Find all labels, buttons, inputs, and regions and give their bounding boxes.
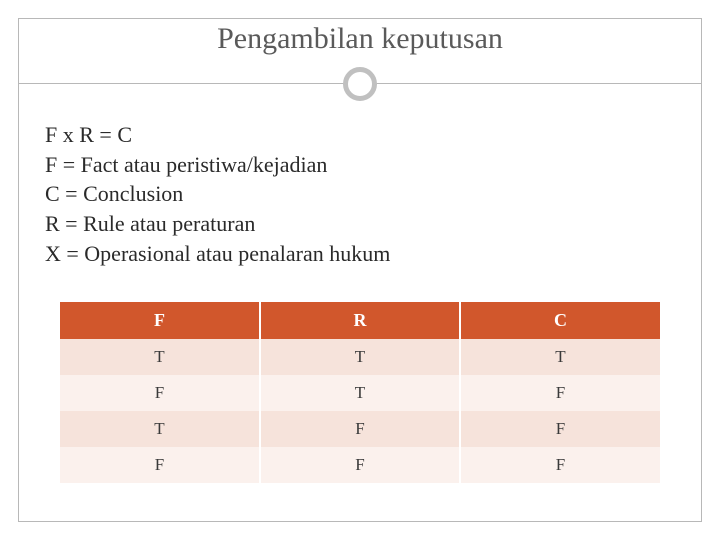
col-header-f: F: [60, 302, 260, 339]
table-header-row: F R C: [60, 302, 660, 339]
table-row: T F F: [60, 411, 660, 447]
col-header-c: C: [460, 302, 660, 339]
content-area: F x R = C F = Fact atau peristiwa/kejadi…: [45, 120, 675, 268]
cell: T: [260, 339, 460, 375]
table-row: F F F: [60, 447, 660, 483]
cell: T: [460, 339, 660, 375]
cell: F: [260, 411, 460, 447]
cell: F: [260, 447, 460, 483]
definition-r: R = Rule atau peraturan: [45, 209, 675, 239]
slide-frame: Pengambilan keputusan F x R = C F = Fact…: [0, 0, 720, 540]
definition-x: X = Operasional atau penalaran hukum: [45, 239, 675, 269]
definition-f: F = Fact atau peristiwa/kejadian: [45, 150, 675, 180]
cell: T: [260, 375, 460, 411]
slide-title: Pengambilan keputusan: [0, 22, 720, 56]
cell: F: [60, 447, 260, 483]
truth-table-wrap: F R C T T T F T F T F: [60, 302, 660, 483]
cell: F: [60, 375, 260, 411]
cell: F: [460, 447, 660, 483]
cell: T: [60, 339, 260, 375]
col-header-r: R: [260, 302, 460, 339]
ring-ornament: [343, 67, 377, 101]
table-row: F T F: [60, 375, 660, 411]
cell: F: [460, 375, 660, 411]
table-row: T T T: [60, 339, 660, 375]
truth-table: F R C T T T F T F T F: [60, 302, 660, 483]
formula-line: F x R = C: [45, 120, 675, 150]
title-area: Pengambilan keputusan: [0, 22, 720, 56]
cell: T: [60, 411, 260, 447]
cell: F: [460, 411, 660, 447]
definition-c: C = Conclusion: [45, 179, 675, 209]
